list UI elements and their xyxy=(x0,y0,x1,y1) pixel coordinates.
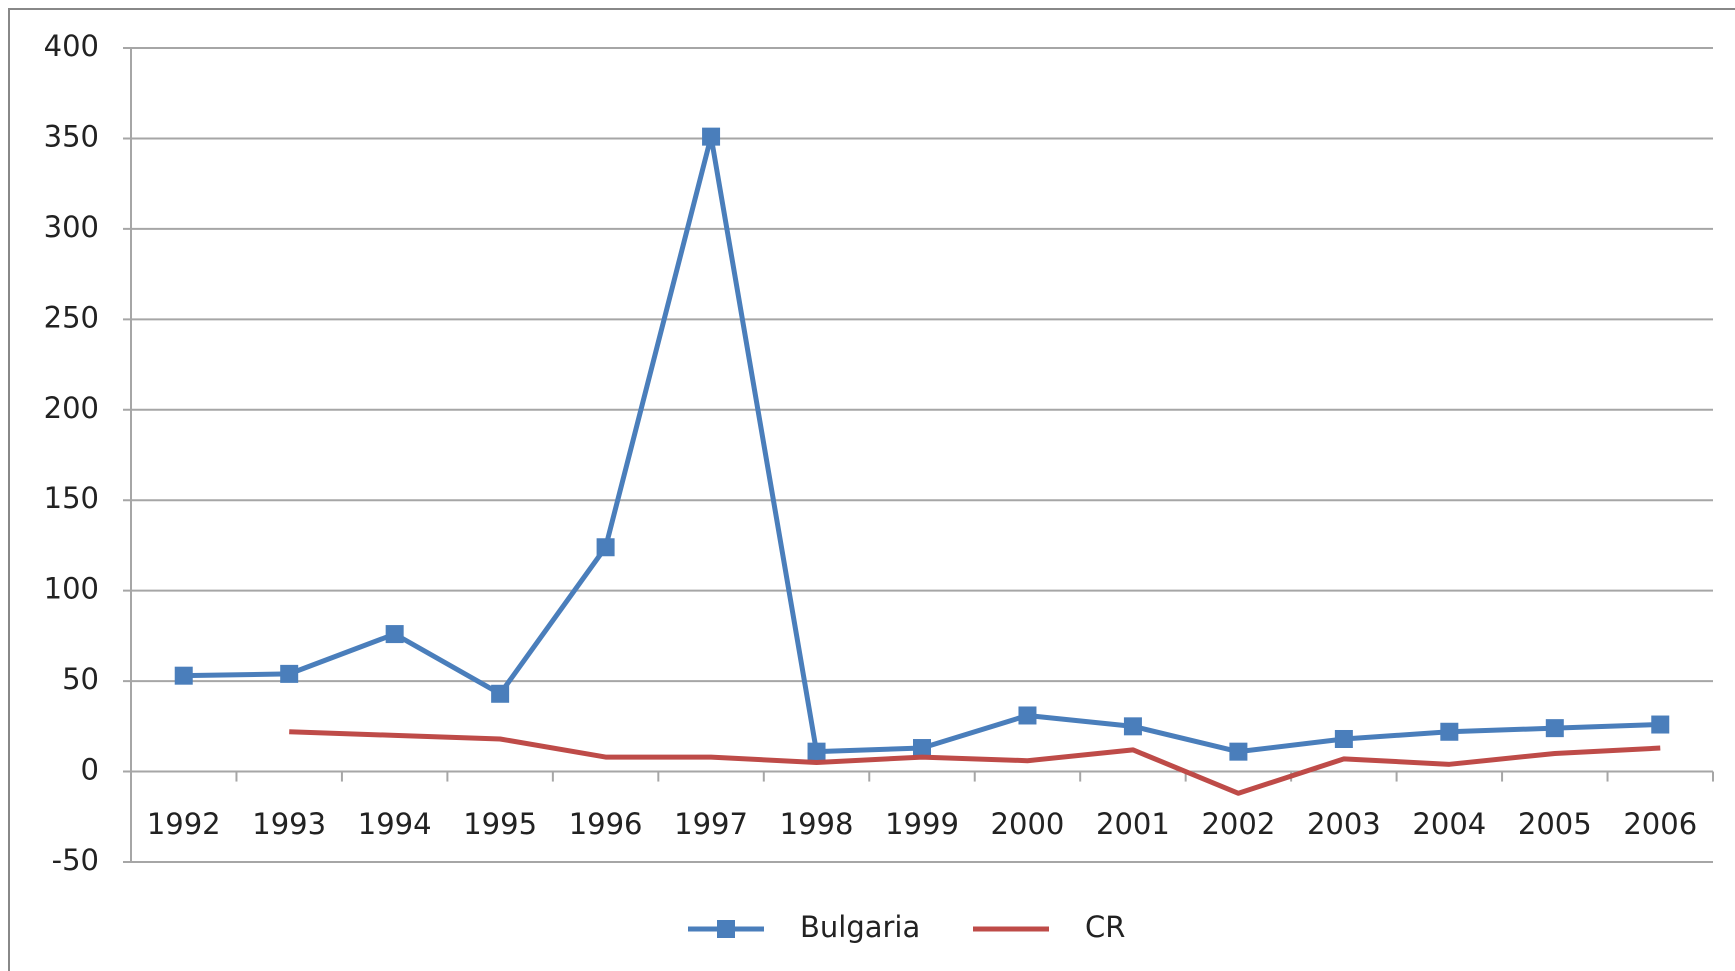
marker xyxy=(1334,729,1353,748)
legend-label: Bulgaria xyxy=(800,910,920,944)
legend-marker xyxy=(717,920,735,938)
x-tick-label: 1992 xyxy=(147,807,221,841)
marker xyxy=(280,664,299,683)
marker xyxy=(174,666,193,685)
x-tick-label: 2002 xyxy=(1201,807,1275,841)
x-tick-label: 1996 xyxy=(569,807,643,841)
y-tick-label: 50 xyxy=(62,662,99,696)
marker xyxy=(596,538,615,557)
chart-frame xyxy=(8,8,1735,971)
y-tick-label: 200 xyxy=(44,391,99,425)
x-tick-label: 1997 xyxy=(674,807,748,841)
marker xyxy=(1440,722,1459,741)
y-tick-label: 400 xyxy=(44,29,99,63)
y-tick-label: 100 xyxy=(44,572,99,606)
x-tick-label: 2006 xyxy=(1623,807,1697,841)
x-tick-label: 1998 xyxy=(780,807,854,841)
marker xyxy=(491,684,510,703)
x-tick-label: 1999 xyxy=(885,807,959,841)
marker xyxy=(1018,706,1037,725)
series-line xyxy=(289,729,1661,796)
marker xyxy=(1123,717,1142,736)
marker xyxy=(807,742,826,761)
x-tick-label: 2003 xyxy=(1307,807,1381,841)
x-tick-label: 1994 xyxy=(358,807,432,841)
marker xyxy=(1229,742,1248,761)
y-tick-label: 350 xyxy=(44,119,99,153)
x-tick-label: 2000 xyxy=(991,807,1065,841)
y-tick-label: 0 xyxy=(81,753,99,787)
x-tick-label: 1995 xyxy=(463,807,537,841)
x-tick-label: 2004 xyxy=(1412,807,1486,841)
y-tick-label: 150 xyxy=(44,481,99,515)
x-tick-label: 1993 xyxy=(252,807,326,841)
marker xyxy=(385,625,404,644)
marker xyxy=(702,127,721,146)
x-tick-label: 2001 xyxy=(1096,807,1170,841)
y-tick-label: -50 xyxy=(52,843,99,877)
y-tick-label: 300 xyxy=(44,210,99,244)
y-tick-label: 250 xyxy=(44,300,99,334)
marker xyxy=(1651,715,1670,734)
marker xyxy=(913,739,931,758)
x-tick-label: 2005 xyxy=(1518,807,1592,841)
legend-label: CR xyxy=(1085,910,1125,944)
marker xyxy=(1545,719,1564,738)
